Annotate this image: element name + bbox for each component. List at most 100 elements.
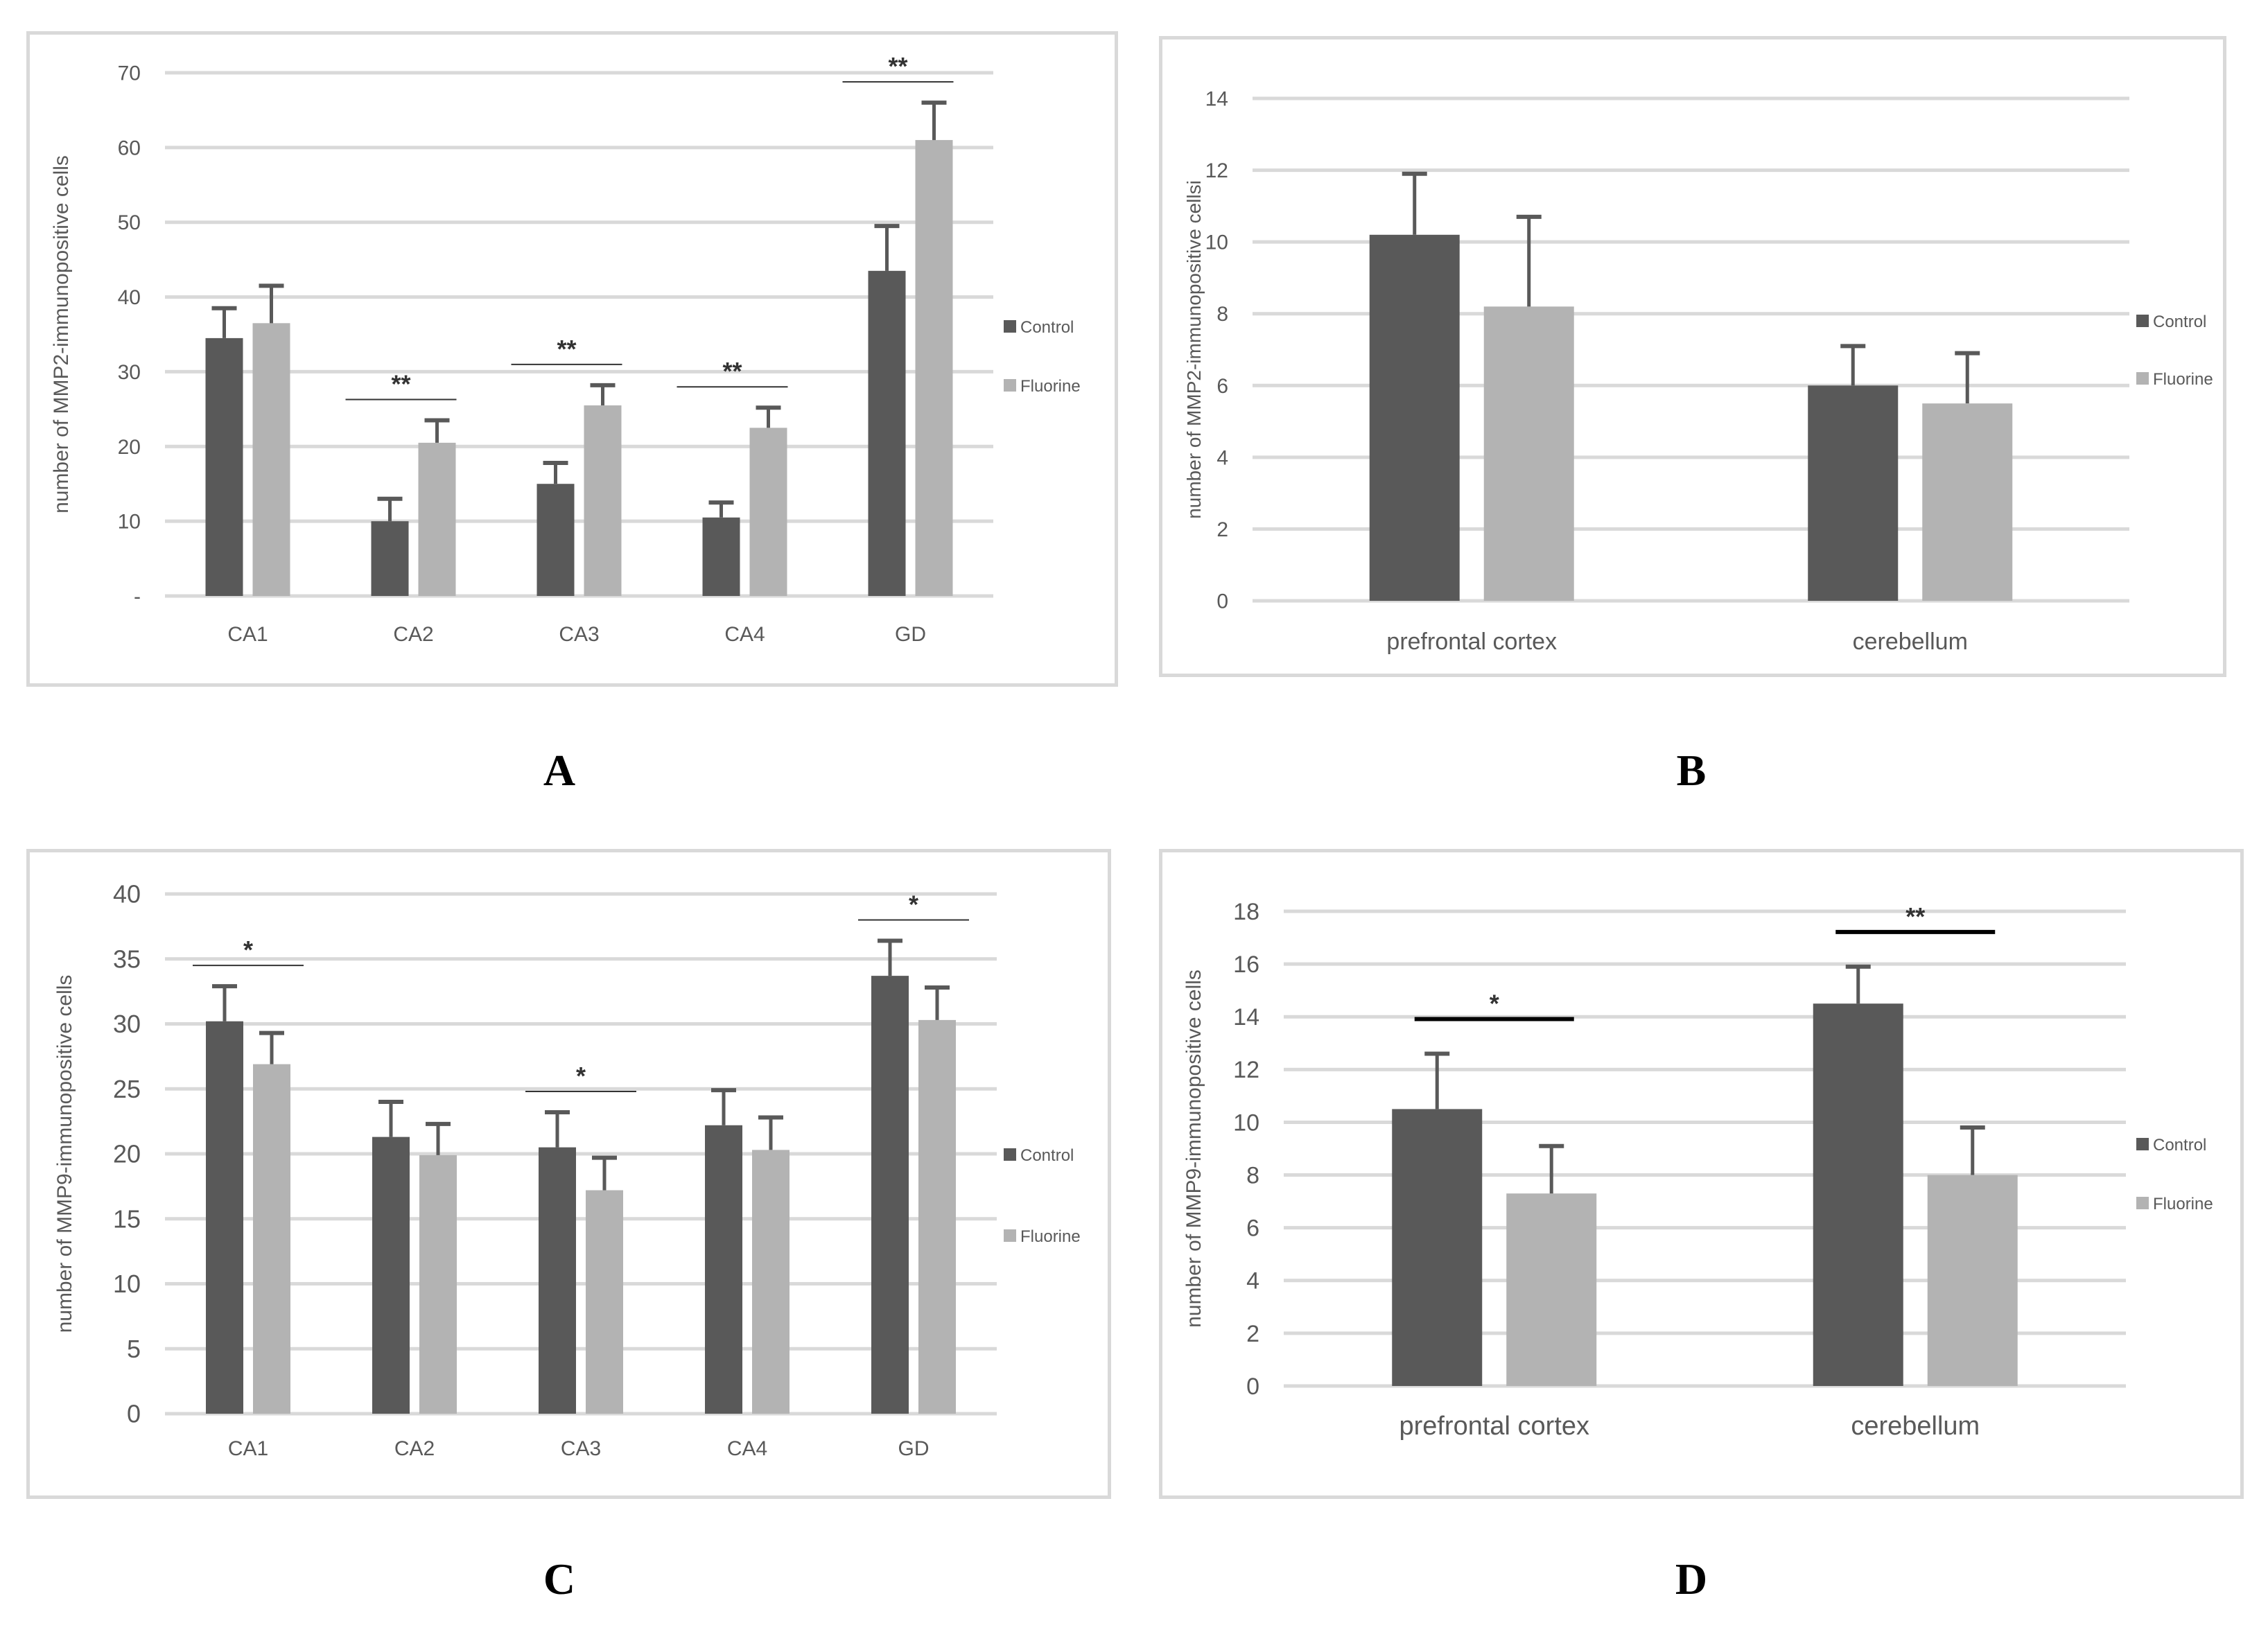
y-tick-label: 16: [1233, 951, 1259, 978]
legend-label-control: Control: [2153, 313, 2206, 331]
bar-fluorine-prefrontal-cortex: [1506, 1193, 1597, 1386]
chart-panel-c: 0 5 10 15 20 25 30 35 40 number of MMP9-immunopos…: [26, 849, 1111, 1499]
significance-marker: **: [557, 335, 576, 363]
bar-control-ca2: [371, 521, 409, 596]
bar-control-ca1: [205, 337, 243, 596]
bar-fluorine-cerebellum: [1927, 1175, 2018, 1386]
legend-swatch-fluorine: [2136, 372, 2149, 385]
legend-label-fluorine: Fluorine: [1020, 377, 1081, 396]
bar-fluorine-gd: [918, 1019, 956, 1414]
y-tick-label: 8: [1216, 303, 1228, 326]
legend-swatch-control: [2136, 315, 2149, 327]
y-tick-label: 40: [113, 880, 141, 909]
y-tick-label: 30: [113, 1010, 141, 1038]
chart-d-svg: 0 2 4 6 8 10 12 14 16 18 number of MMP9-immunoposi…: [1183, 899, 2213, 1441]
y-tick-label: 60: [118, 137, 141, 159]
y-axis-label: number of MMP9-immunopositive cells: [53, 975, 76, 1333]
y-tick-label: 30: [118, 361, 141, 384]
bar-fluorine-gd: [915, 140, 953, 597]
x-category-label: CA3: [559, 623, 599, 646]
y-tick-label: 6: [1216, 375, 1228, 398]
y-tick-label: 50: [118, 211, 141, 234]
y-tick-label: 14: [1205, 88, 1228, 111]
bar-control-gd: [868, 270, 906, 596]
y-tick-label: 4: [1216, 446, 1228, 469]
significance-marker: *: [576, 1062, 586, 1090]
bar-fluorine-ca3: [584, 405, 622, 596]
chart-b-svg: 0 2 4 6 8 10 12 14 number of MMP2-immunopositive…: [1183, 88, 2213, 656]
panel-label-b: B: [1676, 746, 1707, 795]
x-category-label: CA1: [227, 623, 268, 646]
bar-fluorine-ca4: [752, 1150, 790, 1414]
bar-control-cerebellum: [1808, 385, 1899, 601]
bar-control-ca3: [539, 1147, 576, 1414]
legend-label-control: Control: [1020, 318, 1074, 337]
y-tick-label: 10: [1205, 231, 1228, 254]
y-tick-label: 8: [1246, 1162, 1259, 1188]
bar-control-ca2: [372, 1137, 410, 1414]
y-tick-label: 6: [1246, 1216, 1259, 1242]
y-tick-label: 20: [118, 436, 141, 459]
significance-marker: *: [909, 890, 918, 919]
panel-label-c: C: [543, 1554, 576, 1604]
legend-label-fluorine: Fluorine: [2153, 1195, 2213, 1213]
y-tick-label: 4: [1246, 1268, 1259, 1295]
bar-control-ca3: [537, 484, 575, 596]
bar-control-ca4: [702, 517, 740, 596]
chart-panel-a: - 10 20 30 40 50 60 70 number of MMP2-immunoposi…: [26, 31, 1118, 687]
x-category-label: prefrontal cortex: [1386, 629, 1557, 655]
bar-fluorine-prefrontal-cortex: [1483, 306, 1574, 601]
bar-fluorine-ca1: [252, 323, 290, 596]
y-tick-label: -: [134, 586, 141, 608]
bar-fluorine-ca2: [418, 442, 456, 596]
x-category-label: cerebellum: [1853, 629, 1968, 655]
x-category-label: CA3: [561, 1437, 601, 1460]
y-tick-label: 40: [118, 286, 141, 309]
x-category-label: CA2: [393, 623, 433, 646]
legend-swatch-fluorine: [2136, 1197, 2149, 1209]
y-tick-label: 18: [1233, 899, 1259, 925]
y-tick-label: 20: [113, 1140, 141, 1168]
panel-label-a: A: [543, 746, 576, 795]
x-category-label: prefrontal cortex: [1399, 1412, 1589, 1441]
legend-swatch-control: [1004, 1148, 1016, 1161]
y-tick-label: 14: [1233, 1004, 1259, 1030]
y-tick-label: 0: [127, 1400, 141, 1428]
y-tick-label: 5: [127, 1335, 141, 1363]
x-category-label: CA4: [724, 623, 765, 646]
significance-marker: **: [391, 370, 410, 398]
y-tick-label: 0: [1246, 1374, 1259, 1400]
bar-control-ca4: [705, 1125, 742, 1414]
significance-marker: *: [243, 936, 253, 964]
chart-a-svg: - 10 20 30 40 50 60 70 number of MMP2-immunoposi…: [50, 52, 1081, 646]
y-axis-label: number of MMP2-immunopositive cells: [50, 155, 73, 514]
bar-control-ca1: [206, 1021, 243, 1414]
significance-marker: **: [722, 357, 742, 385]
legend-label-fluorine: Fluorine: [1020, 1227, 1081, 1246]
legend-swatch-fluorine: [1004, 1229, 1016, 1242]
chart-panel-b: 0 2 4 6 8 10 12 14 number of MMP2-immunopositive…: [1159, 36, 2226, 677]
x-category-label: cerebellum: [1851, 1412, 1980, 1441]
legend-swatch-fluorine: [1004, 379, 1016, 392]
significance-marker: *: [1490, 990, 1499, 1018]
x-category-label: GD: [895, 623, 926, 646]
significance-marker: **: [1905, 902, 1925, 931]
bar-fluorine-ca1: [253, 1064, 290, 1414]
bar-fluorine-ca4: [749, 428, 787, 596]
x-category-label: GD: [898, 1437, 930, 1460]
panel-label-d: D: [1675, 1554, 1708, 1604]
y-tick-label: 10: [113, 1270, 141, 1298]
bar-fluorine-cerebellum: [1922, 403, 2013, 601]
y-tick-label: 0: [1216, 590, 1228, 613]
bar-control-gd: [871, 976, 909, 1414]
y-axis-label: number of MMP9-immunopositive cells: [1183, 969, 1205, 1328]
y-tick-label: 10: [118, 511, 141, 534]
x-category-label: CA4: [727, 1437, 767, 1460]
y-tick-label: 35: [113, 945, 141, 973]
legend-label-control: Control: [1020, 1146, 1074, 1165]
y-tick-label: 2: [1246, 1321, 1259, 1347]
bar-control-prefrontal-cortex: [1392, 1109, 1483, 1386]
legend-swatch-control: [2136, 1138, 2149, 1150]
y-tick-label: 15: [113, 1204, 141, 1233]
legend-label-fluorine: Fluorine: [2153, 370, 2213, 389]
